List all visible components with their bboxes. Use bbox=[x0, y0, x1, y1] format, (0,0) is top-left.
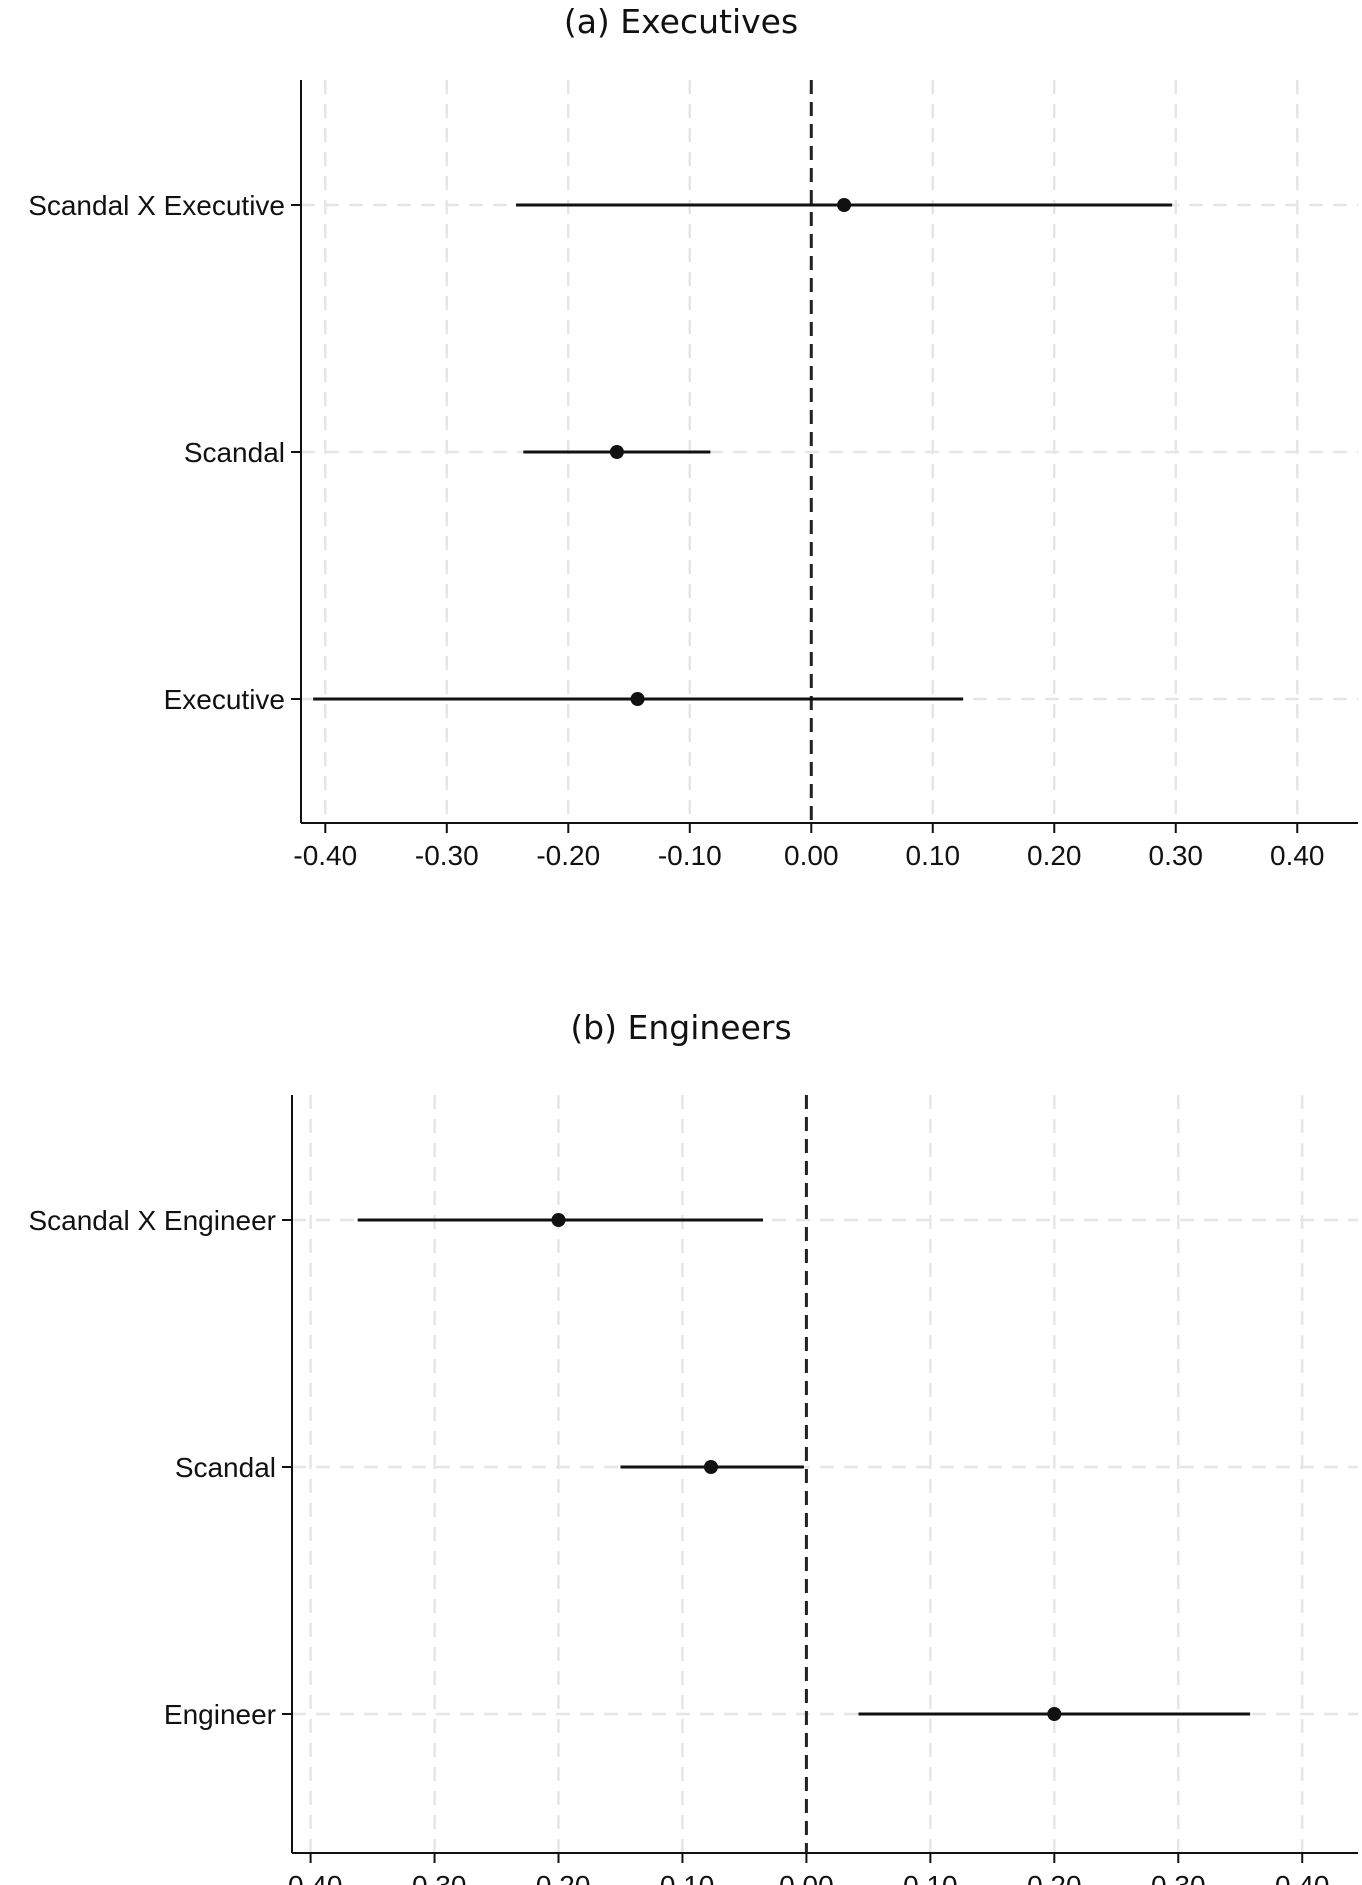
x-tick-label: -0.40 bbox=[279, 1870, 343, 1885]
category-label: Scandal X Executive bbox=[28, 190, 285, 221]
x-tick-label: 0.30 bbox=[1151, 1870, 1206, 1885]
coefficient-plot-engineers: -0.40 -0.30 -0.20 -0.10 0.00 0.10 0.20 0.30 0.40… bbox=[28, 1095, 1358, 1885]
x-tick-label: 0.40 bbox=[1270, 840, 1325, 871]
panel-executives: (a) Executives -0.40 -0.30 -0.20 -0.10 0.00 0… bbox=[0, 0, 1362, 905]
x-tick-label: -0.10 bbox=[651, 1870, 715, 1885]
point-estimate bbox=[1047, 1707, 1062, 1721]
category-label: Scandal bbox=[184, 437, 285, 468]
x-tick-label: 0.30 bbox=[1149, 840, 1204, 871]
chart-title: (b) Engineers bbox=[570, 1008, 792, 1047]
x-tick-label: 0.20 bbox=[1027, 1870, 1082, 1885]
category-label: Executive bbox=[164, 684, 285, 715]
x-tick-label: 0.00 bbox=[779, 1870, 834, 1885]
coefficient-plot-executives: -0.40 -0.30 -0.20 -0.10 0.00 0.10 0.20 0.30 0.40… bbox=[28, 80, 1358, 871]
panel-engineers: (b) Engineers -0.40 -0.30 -0.20 -0.10 0.00 0.… bbox=[0, 1005, 1362, 1885]
x-tick-label: -0.20 bbox=[536, 840, 600, 871]
point-estimate bbox=[837, 198, 852, 212]
x-tick-label: 0.00 bbox=[784, 840, 839, 871]
x-tick-label: -0.40 bbox=[293, 840, 357, 871]
x-tick-label: 0.40 bbox=[1275, 1870, 1330, 1885]
point-estimate bbox=[630, 692, 645, 706]
point-estimate bbox=[703, 1460, 718, 1474]
point-estimate bbox=[609, 445, 624, 459]
x-tick-label: -0.20 bbox=[527, 1870, 591, 1885]
category-label: Scandal X Engineer bbox=[28, 1205, 276, 1236]
category-label: Scandal bbox=[175, 1452, 276, 1483]
x-tick-label: -0.30 bbox=[415, 840, 479, 871]
x-tick-label: 0.20 bbox=[1027, 840, 1082, 871]
point-estimate bbox=[551, 1213, 566, 1227]
x-tick-label: -0.30 bbox=[403, 1870, 467, 1885]
x-tick-label: 0.10 bbox=[903, 1870, 958, 1885]
category-label: Engineer bbox=[164, 1699, 276, 1730]
chart-title: (a) Executives bbox=[563, 2, 799, 41]
x-tick-label: 0.10 bbox=[906, 840, 961, 871]
x-tick-label: -0.10 bbox=[658, 840, 722, 871]
